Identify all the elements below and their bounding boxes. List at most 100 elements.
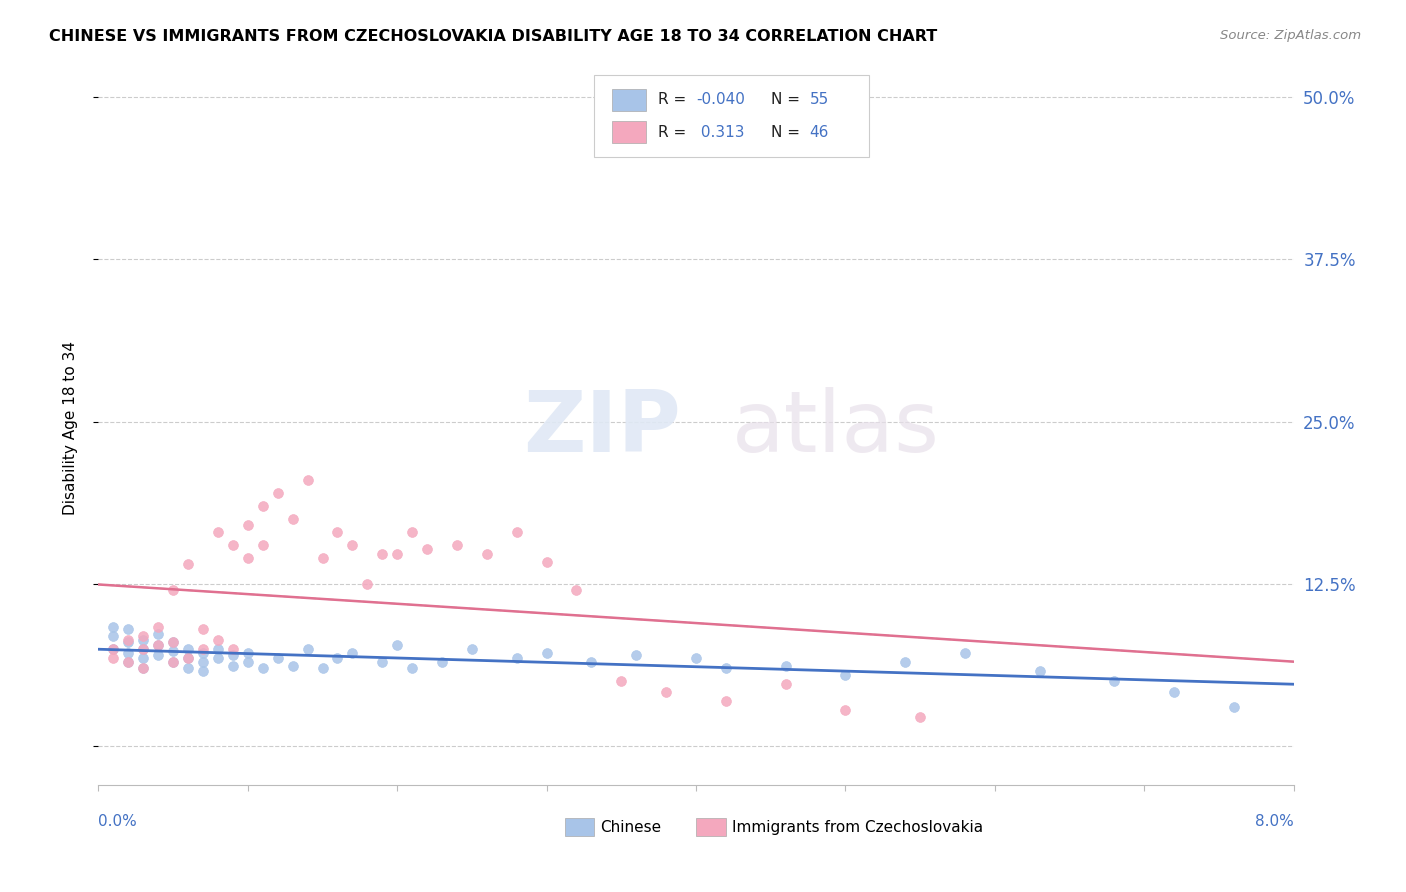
Text: Source: ZipAtlas.com: Source: ZipAtlas.com <box>1220 29 1361 42</box>
Text: CHINESE VS IMMIGRANTS FROM CZECHOSLOVAKIA DISABILITY AGE 18 TO 34 CORRELATION CH: CHINESE VS IMMIGRANTS FROM CZECHOSLOVAKI… <box>49 29 938 44</box>
Text: 0.313: 0.313 <box>696 125 744 139</box>
Point <box>117 655 139 669</box>
Point <box>162 635 184 649</box>
Point <box>132 650 155 665</box>
Text: R =: R = <box>658 93 686 107</box>
Point <box>1223 700 1246 714</box>
Point <box>1028 664 1050 678</box>
Point <box>132 629 155 643</box>
Y-axis label: Disability Age 18 to 34: Disability Age 18 to 34 <box>63 341 77 516</box>
Point <box>834 703 856 717</box>
Point <box>326 524 349 539</box>
Point <box>536 555 558 569</box>
Point <box>252 661 274 675</box>
Text: -0.040: -0.040 <box>696 93 745 107</box>
Point <box>506 650 529 665</box>
Point <box>775 677 797 691</box>
Point <box>162 583 184 598</box>
Point <box>103 629 125 643</box>
Text: N =: N = <box>772 93 800 107</box>
Point <box>252 499 274 513</box>
Point <box>297 641 319 656</box>
Point <box>103 641 125 656</box>
FancyBboxPatch shape <box>595 75 869 157</box>
Point <box>714 693 737 707</box>
Point <box>177 650 200 665</box>
Point <box>252 538 274 552</box>
Point <box>565 583 588 598</box>
Point <box>236 646 259 660</box>
Point <box>356 577 378 591</box>
Point <box>103 641 125 656</box>
Point <box>236 550 259 565</box>
Text: R =: R = <box>658 125 686 139</box>
Point <box>207 650 229 665</box>
Point <box>132 661 155 675</box>
Point <box>655 684 678 698</box>
FancyBboxPatch shape <box>613 89 645 111</box>
Point <box>236 518 259 533</box>
Point <box>1163 684 1185 698</box>
Text: Chinese: Chinese <box>600 820 661 835</box>
Point <box>475 547 498 561</box>
Point <box>834 667 856 681</box>
Point <box>132 641 155 656</box>
Point <box>177 641 200 656</box>
Point <box>342 646 364 660</box>
Point <box>117 622 139 636</box>
Point <box>401 661 423 675</box>
Point <box>148 648 170 663</box>
Point <box>461 641 484 656</box>
Point <box>267 486 290 500</box>
Point <box>132 661 155 675</box>
Text: 0.0%: 0.0% <box>98 814 138 829</box>
Text: 55: 55 <box>810 93 828 107</box>
Point <box>326 650 349 665</box>
Point <box>281 658 304 673</box>
Point <box>385 547 409 561</box>
Point <box>371 547 394 561</box>
Point <box>581 655 603 669</box>
Point <box>908 710 931 724</box>
Text: Immigrants from Czechoslovakia: Immigrants from Czechoslovakia <box>733 820 983 835</box>
Point <box>610 674 633 689</box>
Point <box>342 538 364 552</box>
Point <box>148 638 170 652</box>
Point <box>236 655 259 669</box>
Point <box>148 638 170 652</box>
Point <box>103 650 125 665</box>
Point <box>953 646 976 660</box>
Point <box>311 661 333 675</box>
Point <box>103 620 125 634</box>
Point <box>430 655 453 669</box>
Point <box>191 646 214 660</box>
Point <box>371 655 394 669</box>
Point <box>506 524 529 539</box>
Text: N =: N = <box>772 125 800 139</box>
Point <box>1104 674 1126 689</box>
Point <box>267 650 290 665</box>
Point <box>685 650 707 665</box>
Point <box>191 641 214 656</box>
Point <box>177 558 200 572</box>
Point <box>191 655 214 669</box>
Text: 8.0%: 8.0% <box>1254 814 1294 829</box>
Point <box>281 512 304 526</box>
Point <box>177 650 200 665</box>
Point <box>222 641 245 656</box>
Point <box>222 648 245 663</box>
Point <box>207 524 229 539</box>
Point <box>162 655 184 669</box>
Point <box>536 646 558 660</box>
Point <box>714 661 737 675</box>
Point <box>177 661 200 675</box>
Point <box>117 632 139 647</box>
Point <box>207 641 229 656</box>
Point <box>191 622 214 636</box>
Point <box>162 655 184 669</box>
Point <box>385 638 409 652</box>
Point <box>162 635 184 649</box>
FancyBboxPatch shape <box>565 818 595 837</box>
Point <box>117 655 139 669</box>
Point <box>132 632 155 647</box>
